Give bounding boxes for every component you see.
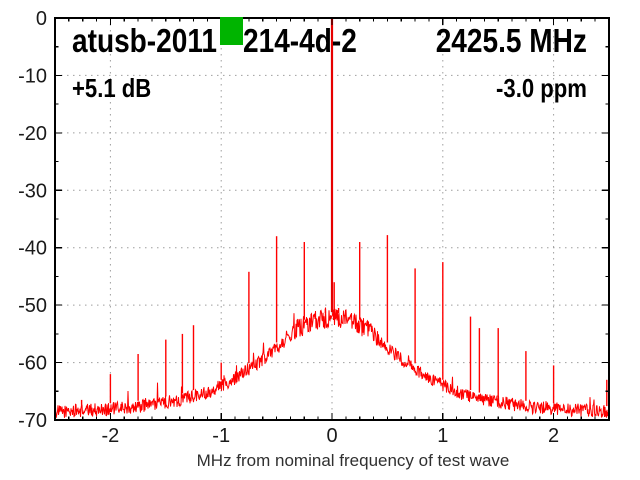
- ppm-offset-label: -3.0 ppm: [496, 73, 587, 103]
- center-frequency-label: 2425.5 MHz: [435, 22, 587, 59]
- x-tick-label: -1: [212, 425, 230, 447]
- gain-label: +5.1 dB: [72, 73, 152, 103]
- y-tick-label: 0: [36, 8, 47, 30]
- noise-floor-trace: [54, 307, 610, 419]
- x-axis-title: MHz from nominal frequency of test wave: [196, 451, 510, 470]
- y-tick-label: -30: [18, 180, 47, 202]
- x-tick-label: 0: [326, 425, 337, 447]
- trace-layer: [54, 18, 610, 419]
- x-tick-label: 2: [548, 425, 559, 447]
- y-tick-label: -60: [18, 353, 47, 375]
- x-tick-label: 1: [437, 425, 448, 447]
- y-tick-label: -20: [18, 123, 47, 145]
- y-tick-label: -10: [18, 65, 47, 87]
- y-tick-label: -40: [18, 238, 47, 260]
- y-tick-label: -70: [18, 410, 47, 432]
- y-tick-label: -50: [18, 295, 47, 317]
- tick-label-layer: 0-10-20-30-40-50-60-70-2 -1 0 1 2: [18, 8, 559, 447]
- test-id-label-left: atusb-2011: [72, 22, 218, 59]
- censor-green-box: [220, 17, 243, 45]
- x-tick-label: -2: [102, 425, 120, 447]
- axis-layer: [54, 17, 610, 421]
- test-id-label-right: 214-4d-2: [243, 22, 357, 59]
